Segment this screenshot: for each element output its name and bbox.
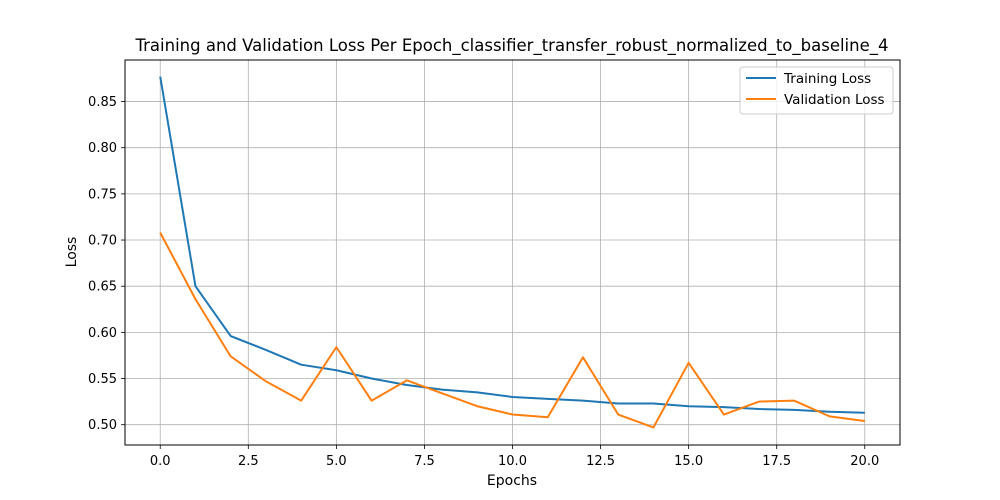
x-tick-label: 7.5	[414, 454, 435, 469]
legend: Training Loss Validation Loss	[739, 66, 894, 115]
x-tick-label: 0.0	[150, 454, 171, 469]
x-tick-label: 12.5	[586, 454, 615, 469]
grid	[125, 60, 900, 445]
y-tick-label: 0.85	[88, 95, 117, 110]
legend-label-validation-loss: Validation Loss	[784, 92, 885, 108]
axes-ticks: 0.0 2.5 5.0 7.5 10.0 12.5 15.0 17.5 20.0 0.50 0.55…	[88, 95, 879, 469]
x-tick-label: 15.0	[674, 454, 703, 469]
x-tick-label: 10.0	[498, 454, 527, 469]
chart-title: Training and Validation Loss Per Epoch_c…	[134, 36, 888, 56]
y-tick-label: 0.80	[88, 141, 117, 156]
legend-label-training-loss: Training Loss	[783, 71, 871, 87]
x-tick-label: 5.0	[326, 454, 347, 469]
y-tick-label: 0.70	[88, 234, 117, 249]
series-group	[159, 76, 865, 429]
legend-box	[739, 66, 894, 115]
x-tick-label: 17.5	[762, 454, 791, 469]
y-tick-label: 0.65	[88, 280, 117, 295]
y-tick-label: 0.50	[88, 418, 117, 433]
y-tick-label: 0.60	[88, 326, 117, 341]
x-tick-label: 20.0	[850, 454, 879, 469]
y-axis-label: Loss	[64, 237, 80, 268]
y-tick-label: 0.75	[88, 187, 117, 202]
y-tick-label: 0.55	[88, 372, 117, 387]
x-axis-label: Epochs	[487, 473, 537, 489]
x-tick-label: 2.5	[238, 454, 259, 469]
